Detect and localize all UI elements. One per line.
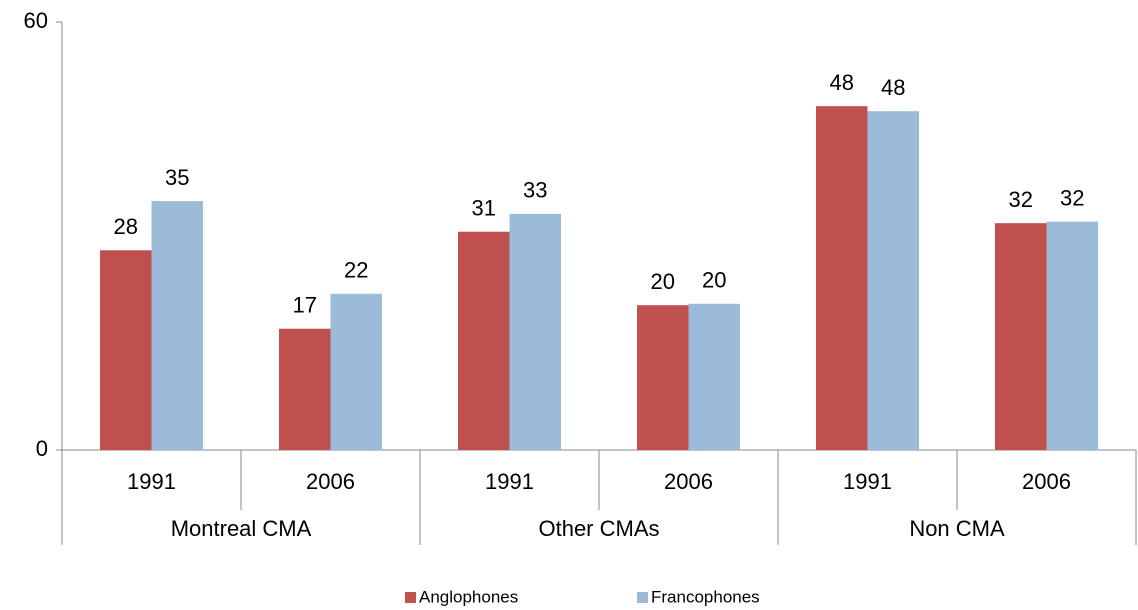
bar (100, 250, 152, 450)
bar (688, 303, 740, 450)
value-label: 20 (702, 268, 726, 293)
value-label: 48 (830, 70, 854, 95)
bar (279, 328, 331, 450)
value-label: 28 (114, 214, 138, 239)
legend-label: Francophones (651, 587, 760, 606)
value-label: 20 (651, 269, 675, 294)
value-label: 32 (1009, 187, 1033, 212)
bar (637, 305, 689, 450)
value-label: 17 (293, 293, 317, 318)
bar (151, 201, 203, 450)
y-tick-label: 0 (36, 436, 48, 461)
x-tick-label: 2006 (1022, 469, 1071, 494)
group-label: Other CMAs (538, 516, 659, 541)
x-tick-label: 1991 (485, 469, 534, 494)
legend-swatch (637, 592, 648, 603)
value-label: 31 (472, 196, 496, 221)
group-label: Montreal CMA (171, 516, 312, 541)
y-tick-label: 60 (24, 8, 48, 33)
x-tick-label: 1991 (127, 469, 176, 494)
value-label: 48 (881, 75, 905, 100)
bar (1046, 221, 1098, 450)
x-tick-label: 2006 (664, 469, 713, 494)
value-label: 22 (344, 258, 368, 283)
x-tick-label: 2006 (306, 469, 355, 494)
x-tick-label: 1991 (843, 469, 892, 494)
value-label: 32 (1060, 186, 1084, 211)
bar (867, 111, 919, 451)
value-label: 35 (165, 165, 189, 190)
legend-swatch (405, 592, 416, 603)
bar (995, 223, 1047, 450)
bar (330, 293, 382, 450)
value-label: 33 (523, 178, 547, 203)
bar (458, 231, 510, 450)
bar (509, 213, 561, 450)
legend-label: Anglophones (419, 587, 518, 606)
bar (816, 106, 868, 450)
group-label: Non CMA (909, 516, 1005, 541)
